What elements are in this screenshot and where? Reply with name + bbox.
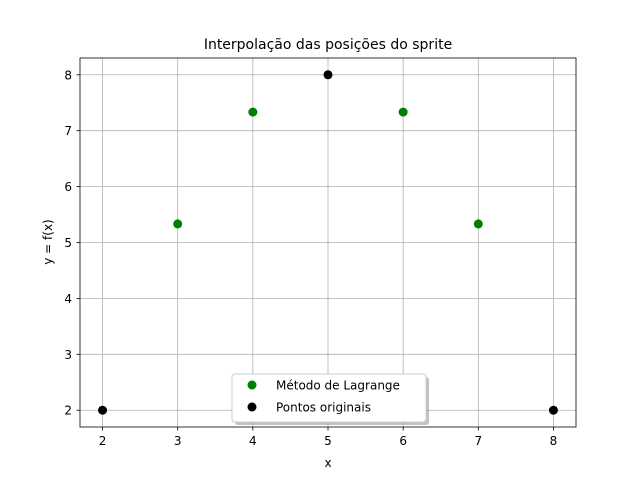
y-tick-label: 6 <box>64 180 72 194</box>
original-point <box>323 70 333 80</box>
legend: Método de Lagrange Pontos originais <box>231 373 429 425</box>
lagrange-point <box>398 107 408 117</box>
data-points <box>98 70 558 415</box>
legend-label-originais: Pontos originais <box>276 401 371 415</box>
y-tick-label: 7 <box>64 124 72 138</box>
y-tick-label: 4 <box>64 292 72 306</box>
legend-marker-originais <box>247 402 257 412</box>
legend-box <box>231 373 427 423</box>
y-tick-label: 3 <box>64 348 72 362</box>
x-tick-label: 5 <box>324 434 332 448</box>
y-tick-label: 2 <box>64 404 72 418</box>
x-tick-label: 6 <box>399 434 407 448</box>
axis-ticks: 2 3 4 5 6 7 8 2 3 4 5 6 7 8 <box>64 68 557 448</box>
y-axis-label: y = f(x) <box>41 219 55 264</box>
y-tick-label: 5 <box>64 236 72 250</box>
original-point <box>98 405 108 415</box>
lagrange-point <box>173 219 183 229</box>
legend-marker-lagrange <box>247 380 257 390</box>
y-tick-label: 8 <box>64 68 72 82</box>
x-tick-label: 7 <box>474 434 482 448</box>
x-axis-label: x <box>324 456 331 470</box>
lagrange-point <box>248 107 258 117</box>
x-tick-label: 2 <box>99 434 107 448</box>
chart-title: Interpolação das posições do sprite <box>204 37 452 53</box>
lagrange-point <box>473 219 483 229</box>
original-point <box>548 405 558 415</box>
x-tick-label: 4 <box>249 434 257 448</box>
plot-area-frame <box>79 57 577 428</box>
x-tick-label: 8 <box>550 434 558 448</box>
legend-label-lagrange: Método de Lagrange <box>276 379 400 393</box>
x-tick-label: 3 <box>174 434 182 448</box>
